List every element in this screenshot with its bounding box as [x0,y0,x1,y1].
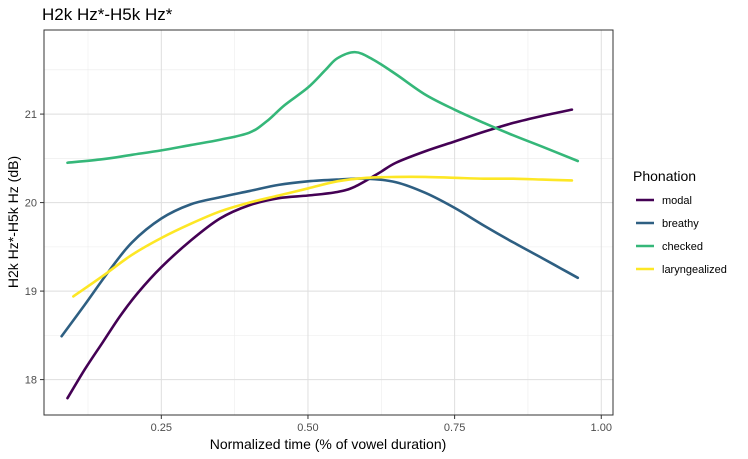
series-line-laryngealized [72,175,574,298]
y-tick-label-0: 18 [25,375,37,387]
legend-label-checked: checked [662,241,703,253]
plot-border [43,29,614,416]
minor-gridlines [44,30,613,415]
y-axis-title: H2k Hz*-H5k Hz (dB) [5,156,21,288]
chart-title: H2k Hz*-H5k Hz* [42,5,173,24]
legend-title: Phonation [633,168,696,184]
y-axis: 18 19 20 21 [25,109,44,387]
legend-label-modal: modal [662,195,692,207]
x-tick-label-1: 0.50 [297,422,318,434]
x-tick-label-2: 0.75 [444,422,465,434]
y-tick-label-2: 20 [25,198,37,210]
x-tick-label-0: 0.25 [151,422,172,434]
plot-background [44,30,613,415]
series-lines [60,50,580,400]
y-tick-label-3: 21 [25,109,37,121]
plot-area [43,29,614,416]
series-line-breathy [60,177,580,338]
series-line-modal [66,108,574,400]
legend: Phonation modal breathy checked laryngealiz… [633,168,727,276]
x-axis-title: Normalized time (% of vowel duration) [210,436,447,452]
legend-label-laryngealized: laryngealized [662,264,727,276]
x-tick-label-3: 1.00 [591,422,612,434]
legend-label-breathy: breathy [662,218,699,230]
series-line-checked [66,50,580,165]
y-tick-label-1: 19 [25,286,37,298]
legend-items: modal breathy checked laryngealized [636,195,727,276]
x-axis: 0.25 0.50 0.75 1.00 [151,415,612,434]
